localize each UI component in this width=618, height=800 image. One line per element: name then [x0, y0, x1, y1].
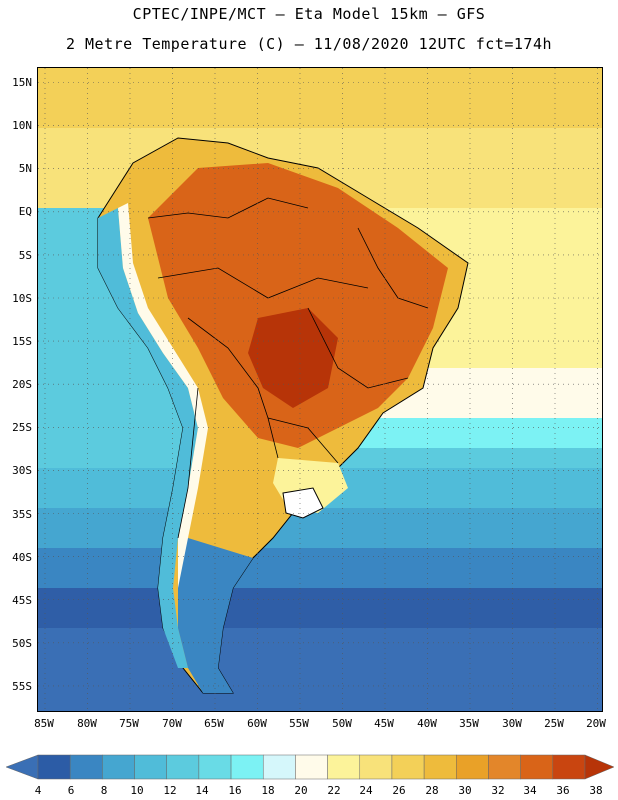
legend-label: 24	[359, 784, 373, 797]
lon-label: 35W	[459, 717, 479, 730]
colorbar-swatch	[262, 754, 296, 780]
lon-label: 80W	[77, 717, 97, 730]
lon-label: 20W	[586, 717, 606, 730]
pacific-tropical	[38, 218, 98, 338]
colorbar-swatch	[456, 754, 489, 780]
legend-label: 4	[34, 784, 42, 797]
colorbar-swatch	[520, 754, 554, 780]
lat-label: 50S	[12, 637, 32, 650]
lat-label: 5N	[18, 162, 32, 175]
legend-label: 30	[458, 784, 472, 797]
andes-mild-strip	[118, 203, 208, 588]
legend-label: 34	[523, 784, 537, 797]
uruguay-region	[282, 487, 324, 519]
colorbar-swatch	[359, 754, 393, 780]
lat-label: 10S	[12, 292, 32, 305]
colorbar-swatches	[5, 754, 615, 780]
legend-label: 8	[100, 784, 108, 797]
colorbar-swatch	[69, 754, 103, 780]
legend-label: 12	[163, 784, 177, 797]
legend-label: 20	[294, 784, 308, 797]
colorbar-swatch	[295, 754, 328, 780]
lat-label: 55S	[12, 680, 32, 693]
andes-cool-region	[98, 208, 198, 668]
lon-label: 60W	[247, 717, 267, 730]
title-line-2: 2 Metre Temperature (C) – 11/08/2020 12U…	[65, 35, 553, 53]
colorbar-swatch	[423, 754, 457, 780]
legend-label: 22	[327, 784, 341, 797]
colorbar-swatch	[37, 754, 71, 780]
legend-label: 32	[491, 784, 505, 797]
lat-label: EQ	[18, 205, 32, 218]
hot-interior-region	[148, 163, 448, 448]
legend-label: 38	[589, 784, 603, 797]
title-line-1: CPTEC/INPE/MCT – Eta Model 15km – GFS	[132, 5, 486, 23]
lat-label: 25S	[12, 421, 32, 434]
colorbar-swatch	[198, 754, 232, 780]
lon-label: 85W	[34, 717, 54, 730]
hottest-core-region	[248, 308, 338, 408]
temperature-map[interactable]	[37, 67, 603, 712]
colorbar-swatch	[134, 754, 167, 780]
colorbar-swatch	[166, 754, 200, 780]
lat-label: 30S	[12, 464, 32, 477]
lon-label: 30W	[502, 717, 522, 730]
colorbar-min-arrow	[5, 754, 39, 780]
lat-label: 35S	[12, 508, 32, 521]
border-line	[187, 317, 279, 459]
colorbar-max-arrow	[584, 754, 615, 780]
ocean-band-28-north	[38, 68, 602, 128]
lon-label: 50W	[332, 717, 352, 730]
lon-label: 55W	[289, 717, 309, 730]
lon-label: 40W	[417, 717, 437, 730]
lat-label: 10N	[12, 119, 32, 132]
lat-label: 15N	[12, 76, 32, 89]
legend-label: 14	[195, 784, 209, 797]
border-line	[357, 227, 429, 309]
colorbar-swatch	[391, 754, 425, 780]
lon-label: 25W	[544, 717, 564, 730]
border-line	[307, 307, 409, 389]
legend-label: 28	[425, 784, 439, 797]
lon-label: 75W	[119, 717, 139, 730]
lat-label: 5S	[18, 249, 32, 262]
lon-label: 65W	[204, 717, 224, 730]
map-svg	[38, 68, 602, 711]
border-line	[177, 387, 199, 539]
colorbar-swatch	[327, 754, 361, 780]
legend-label: 26	[392, 784, 406, 797]
colorbar-swatch	[102, 754, 135, 780]
legend-label: 6	[67, 784, 75, 797]
border-line	[267, 417, 339, 464]
lat-label: 45S	[12, 594, 32, 607]
legend-label: 36	[556, 784, 570, 797]
border-line	[147, 197, 309, 219]
patagonia-cold-region	[178, 538, 253, 693]
colorbar-swatch	[552, 754, 586, 780]
lat-label: 40S	[12, 551, 32, 564]
legend-label: 10	[130, 784, 144, 797]
colorbar	[5, 754, 615, 780]
lon-label: 70W	[162, 717, 182, 730]
legend-label: 16	[228, 784, 242, 797]
legend-label: 18	[261, 784, 275, 797]
lat-label: 20S	[12, 378, 32, 391]
lon-label: 45W	[374, 717, 394, 730]
colorbar-swatch	[488, 754, 521, 780]
colorbar-swatch	[230, 754, 264, 780]
lat-label: 15S	[12, 335, 32, 348]
